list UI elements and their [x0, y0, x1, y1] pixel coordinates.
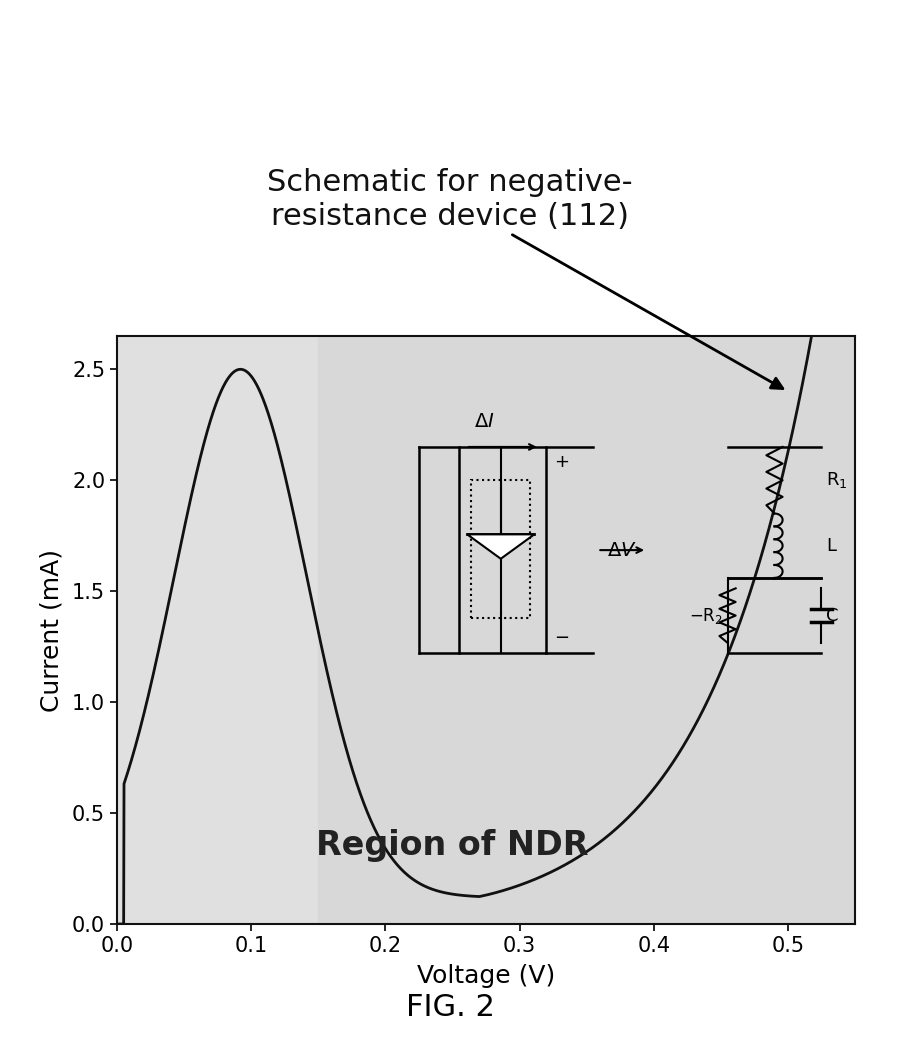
- Y-axis label: Current (mA): Current (mA): [40, 548, 64, 712]
- Text: −: −: [554, 629, 570, 647]
- Text: FIG. 2: FIG. 2: [406, 993, 494, 1023]
- Text: $\Delta V$: $\Delta V$: [607, 541, 636, 560]
- Text: $-$R$_2$: $-$R$_2$: [689, 606, 723, 626]
- Text: Region of NDR: Region of NDR: [316, 828, 589, 862]
- Text: C: C: [826, 607, 839, 625]
- X-axis label: Voltage (V): Voltage (V): [417, 964, 555, 988]
- Bar: [319, 336, 900, 924]
- Text: +: +: [554, 454, 570, 471]
- Text: $\Delta I$: $\Delta I$: [474, 413, 495, 432]
- Text: R$_1$: R$_1$: [826, 470, 848, 490]
- Text: L: L: [826, 537, 836, 554]
- Text: Schematic for negative-
resistance device (112): Schematic for negative- resistance devic…: [267, 168, 783, 388]
